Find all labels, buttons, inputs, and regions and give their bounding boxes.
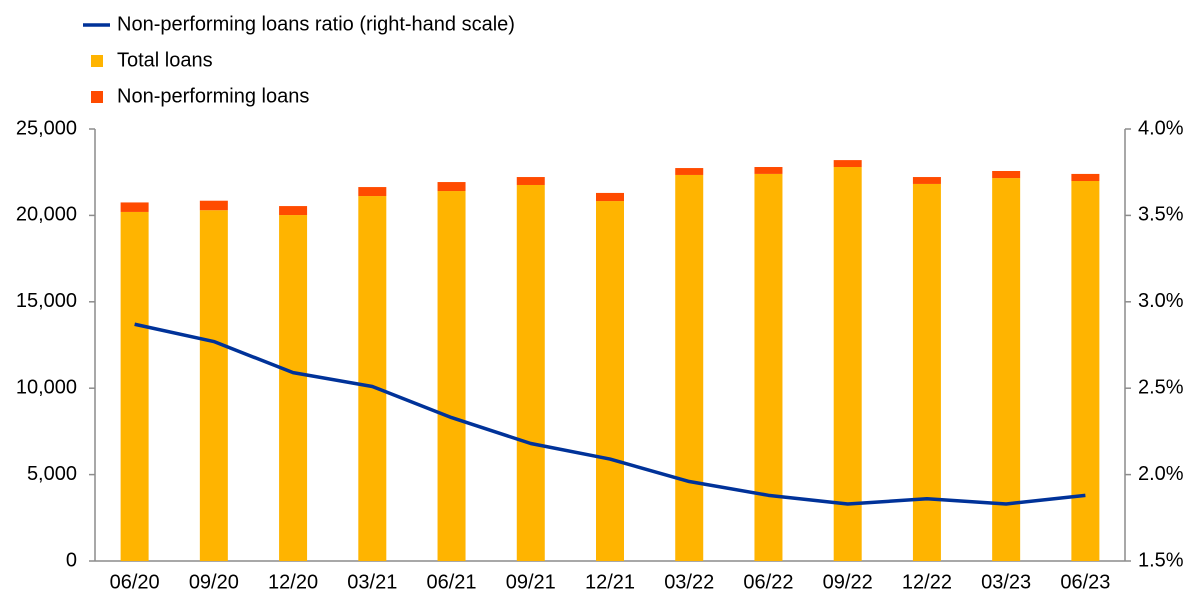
x-tick-label: 12/22 xyxy=(902,571,952,593)
x-tick-label: 12/21 xyxy=(585,571,635,593)
line-series xyxy=(134,322,1086,506)
x-tick-label: 09/21 xyxy=(506,571,556,593)
bar-segment xyxy=(199,200,228,211)
x-tick-label: 09/22 xyxy=(823,571,873,593)
y-tick-label: 0 xyxy=(66,549,77,571)
x-tick-label: 06/20 xyxy=(110,571,160,593)
bar-segment xyxy=(516,184,545,562)
x-tick-label: 06/21 xyxy=(427,571,477,593)
bar-segment xyxy=(516,177,545,185)
legend-label: Non-performing loans xyxy=(117,85,309,107)
bar-segment xyxy=(992,170,1021,179)
y2-tick-label: 3.0% xyxy=(1138,290,1184,312)
bar-segment xyxy=(120,211,149,561)
y2-tick-label: 3.5% xyxy=(1138,204,1184,226)
x-tick-label: 03/22 xyxy=(664,571,714,593)
bar-segment xyxy=(675,168,704,175)
legend-swatch xyxy=(91,91,103,103)
bar-segment xyxy=(912,183,941,562)
y2-tick-label: 4.0% xyxy=(1138,117,1184,139)
bar-segment xyxy=(199,210,228,561)
y-tick-label: 15,000 xyxy=(16,290,77,312)
x-tick-label: 12/20 xyxy=(268,571,318,593)
y-tick-label: 5,000 xyxy=(27,463,77,485)
x-tick-label: 06/23 xyxy=(1060,571,1110,593)
bar-segment xyxy=(279,215,308,562)
x-tick-label: 06/22 xyxy=(743,571,793,593)
bar-segment xyxy=(596,192,624,202)
bar-segment xyxy=(992,178,1021,561)
bar-segment xyxy=(833,160,862,168)
bar-segment xyxy=(754,167,783,174)
bar-segment xyxy=(358,187,387,197)
y-tick-label: 20,000 xyxy=(16,204,77,226)
bar-segment xyxy=(120,202,149,212)
x-tick-label: 09/20 xyxy=(189,571,239,593)
bar-segment xyxy=(1071,181,1100,561)
legend-label: Total loans xyxy=(117,49,213,71)
bar-segment xyxy=(437,182,466,192)
y2-tick-label: 1.5% xyxy=(1138,549,1184,571)
bar-segment xyxy=(596,201,624,561)
bar-segment xyxy=(437,191,466,561)
bar-segment xyxy=(358,196,387,562)
bar-segment xyxy=(675,174,704,562)
bar-segment xyxy=(833,167,862,562)
y2-tick-label: 2.0% xyxy=(1138,463,1184,485)
x-tick-label: 03/23 xyxy=(981,571,1031,593)
y-tick-label: 10,000 xyxy=(16,376,77,398)
bar-segment xyxy=(1071,173,1100,182)
y2-tick-label: 2.5% xyxy=(1138,376,1184,398)
bar-segment xyxy=(912,177,941,184)
bar-segment xyxy=(279,206,308,216)
legend-label: Non-performing loans ratio (right-hand s… xyxy=(117,13,515,35)
y-tick-label: 25,000 xyxy=(16,117,77,139)
x-tick-label: 03/21 xyxy=(347,571,397,593)
legend-swatch xyxy=(91,55,103,67)
bar-segment xyxy=(754,173,783,562)
